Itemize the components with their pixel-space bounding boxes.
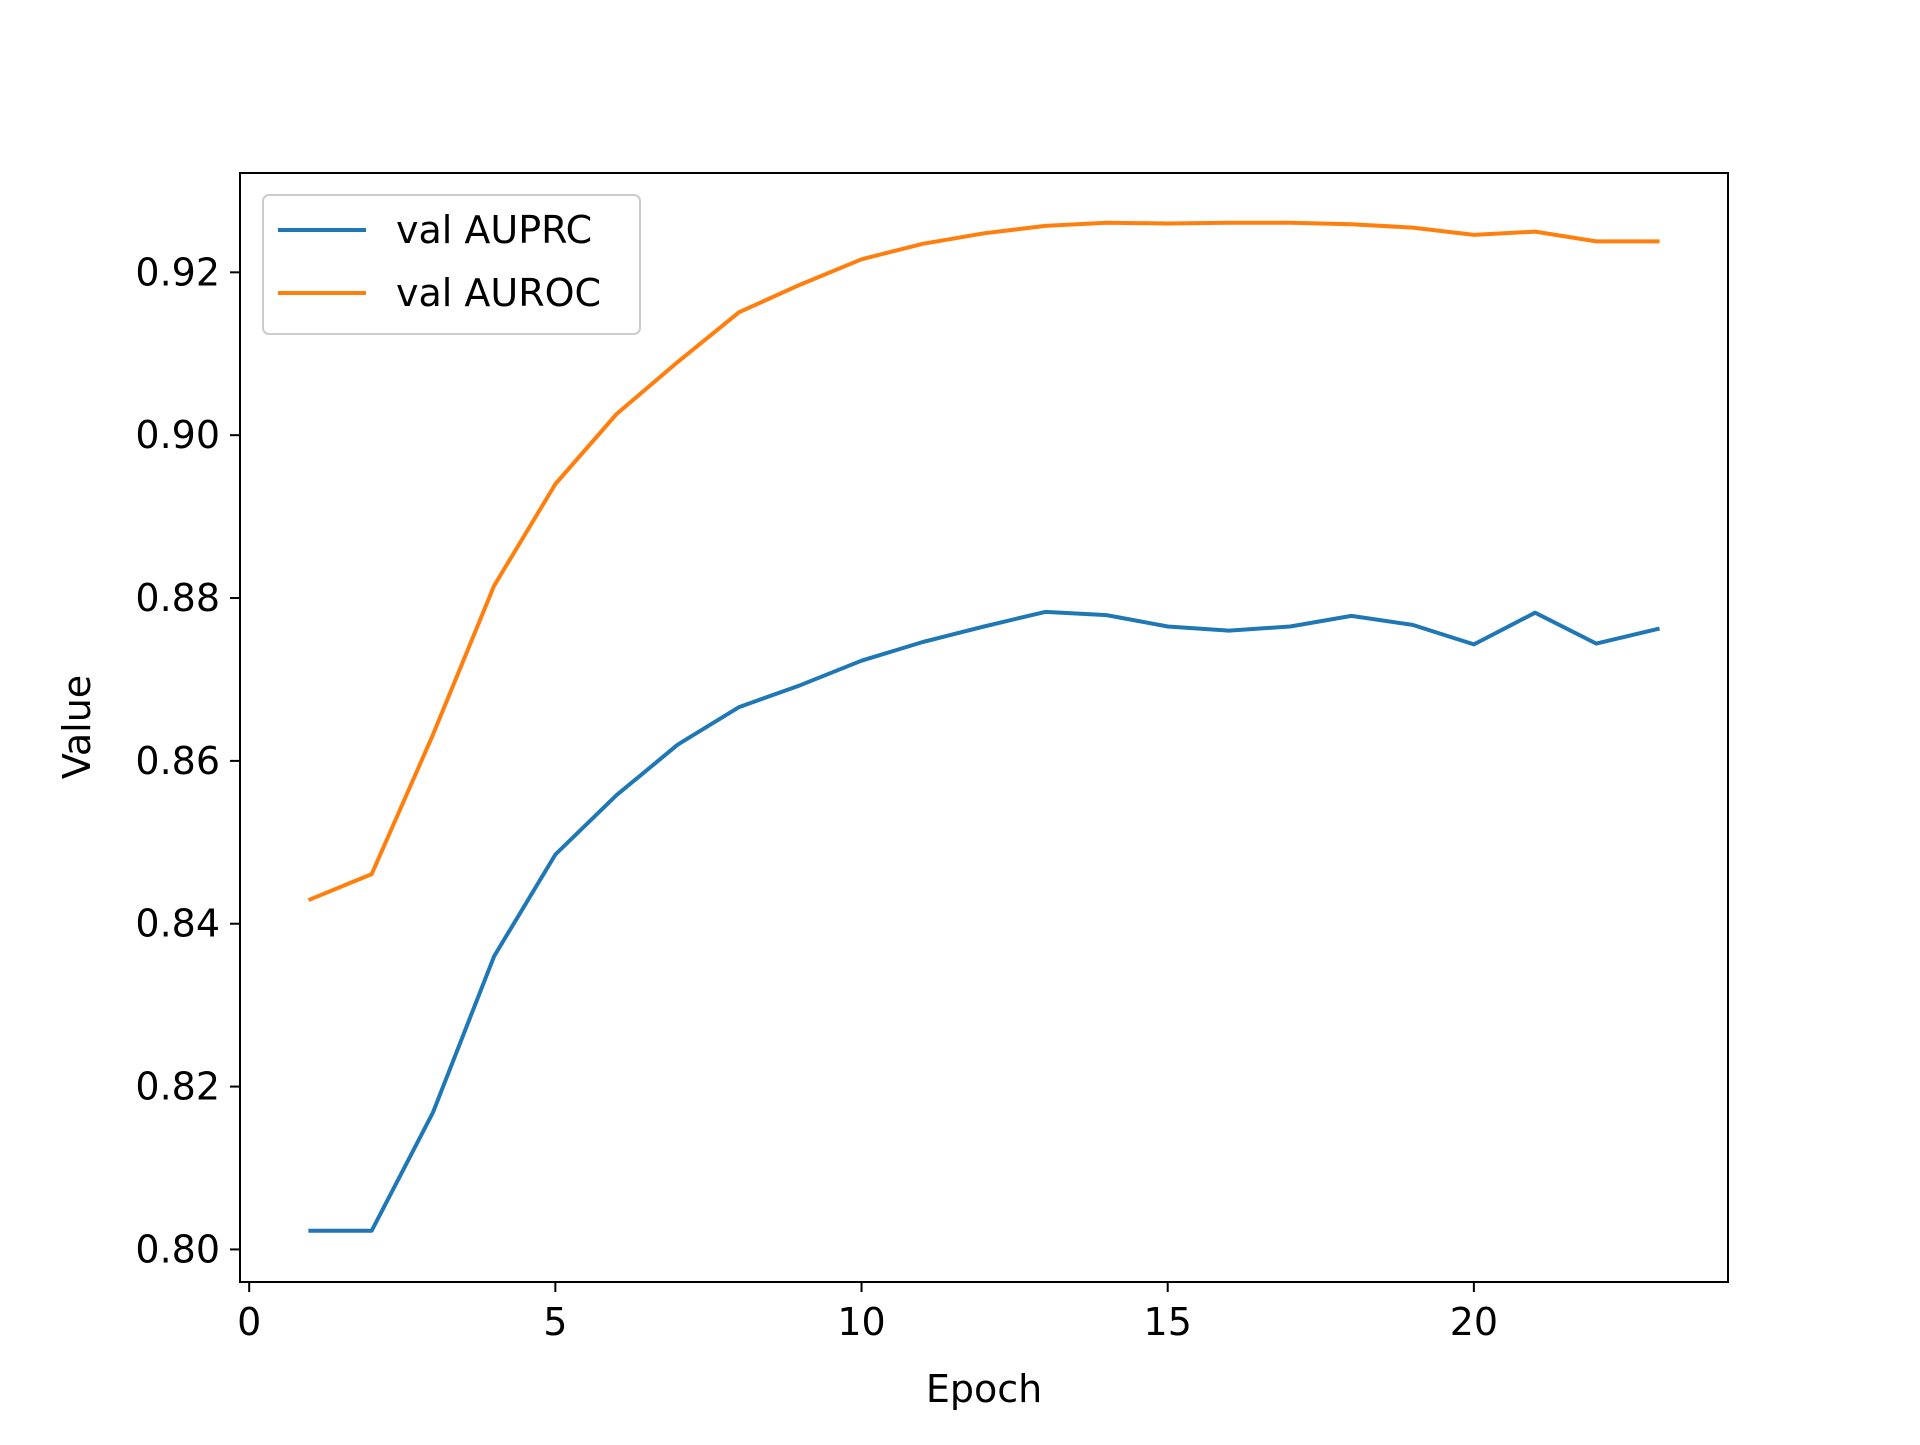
y-tick-label: 0.80 (135, 1227, 220, 1271)
x-tick-label: 0 (237, 1300, 261, 1344)
x-tick-label: 5 (543, 1300, 567, 1344)
plot-area (240, 173, 1728, 1282)
y-tick-label: 0.88 (135, 576, 220, 620)
y-tick-label: 0.92 (135, 250, 220, 294)
series-layer (307, 220, 1661, 1233)
plot-frame (239, 172, 1729, 1283)
y-axis-ticks: 0.80 0.82 0.84 0.86 0.88 0.90 0.92 (135, 250, 240, 1271)
x-tick-label: 20 (1450, 1300, 1498, 1344)
series-line-val-auprc (308, 609, 1661, 1233)
legend: val AUPRC val AUROC (262, 194, 641, 335)
x-axis-title: Epoch (926, 1367, 1042, 1411)
y-tick-label: 0.86 (135, 739, 220, 783)
y-tick-label: 0.90 (135, 413, 220, 457)
x-tick-label: 15 (1144, 1300, 1192, 1344)
legend-label: val AUPRC (396, 208, 592, 252)
x-axis-ticks: 0 5 10 15 20 (237, 1282, 1498, 1344)
legend-label: val AUROC (396, 271, 601, 315)
series-line-val-auroc (307, 220, 1660, 902)
y-tick-label: 0.82 (135, 1065, 220, 1109)
y-axis-title: Value (55, 675, 99, 779)
y-tick-label: 0.84 (135, 902, 220, 946)
x-tick-label: 10 (837, 1300, 885, 1344)
